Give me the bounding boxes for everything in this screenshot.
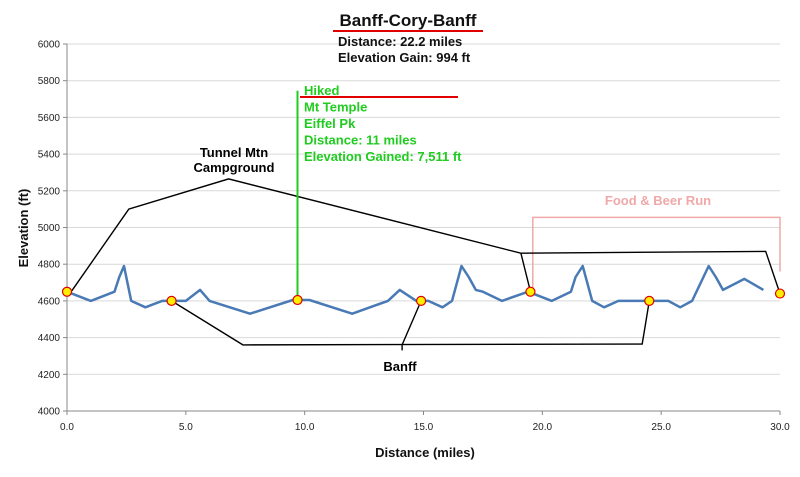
banff-route (171, 300, 650, 346)
x-tick-label: 20.0 (533, 422, 553, 433)
tunnel-label-line1: Tunnel Mtn (200, 145, 268, 160)
tunnel-campground-route (71, 178, 532, 292)
y-tick-label: 5000 (38, 223, 61, 234)
y-tick-label: 5200 (38, 186, 61, 197)
y-tick-label: 4000 (38, 407, 61, 418)
food-beer-run-text: Food & Beer Run (605, 193, 711, 208)
y-tick-label: 6000 (38, 40, 61, 51)
y-tick-label: 5800 (38, 76, 61, 87)
hiked-heading: Hiked (304, 83, 339, 98)
y-tick-label: 4800 (38, 260, 61, 271)
callout-lines (71, 90, 781, 351)
banff-branch (401, 300, 422, 351)
waypoint-marker (166, 295, 177, 306)
elevation-line (66, 264, 765, 315)
y-tick-label: 5600 (38, 113, 61, 124)
waypoint-marker (525, 286, 536, 297)
waypoint-marker (416, 295, 427, 306)
hiked-elevation-label: Elevation Gained: 7,511 ft (304, 149, 462, 164)
food-beer-run-label: Food & Beer Run (605, 193, 711, 208)
food-beer-run-bracket (532, 216, 781, 292)
axes: 4000 4200 4400 4600 4800 5000 5200 5400 5600 5800… (38, 40, 790, 434)
waypoint-marker (292, 294, 303, 306)
y-tick-label: 4200 (38, 370, 61, 381)
x-tick-label: 10.0 (295, 422, 315, 433)
waypoint-markers (61, 286, 786, 306)
tunnel-label-line2: Campground (194, 160, 275, 175)
subtitle-distance: Distance: 22.2 miles (338, 34, 462, 49)
x-axis-title: Distance (miles) (375, 445, 475, 460)
banff-label: Banff (383, 359, 417, 374)
chart-title: Banff-Cory-Banff (340, 11, 477, 30)
y-tick-label: 4400 (38, 333, 61, 344)
y-tick-label: 4600 (38, 296, 61, 307)
waypoint-marker (61, 286, 73, 297)
x-tick-label: 5.0 (179, 422, 193, 433)
food-run-return-route (520, 250, 781, 294)
x-tick-label: 25.0 (651, 422, 671, 433)
hiked-distance-label: Distance: 11 miles (304, 133, 417, 148)
elevation-series (66, 264, 765, 315)
gridlines (67, 43, 780, 412)
waypoint-marker (774, 288, 786, 299)
waypoint-marker (644, 295, 655, 306)
x-tick-label: 30.0 (770, 422, 790, 433)
eiffel-pk-label: Eiffel Pk (304, 116, 356, 131)
mt-temple-label: Mt Temple (304, 100, 367, 115)
subtitle-elevation-gain: Elevation Gain: 994 ft (338, 50, 471, 65)
y-tick-label: 5400 (38, 150, 61, 161)
x-tick-label: 0.0 (60, 422, 74, 433)
banff-label-text: Banff (383, 359, 417, 374)
y-axis-title: Elevation (ft) (16, 189, 31, 268)
x-tick-label: 15.0 (414, 422, 434, 433)
